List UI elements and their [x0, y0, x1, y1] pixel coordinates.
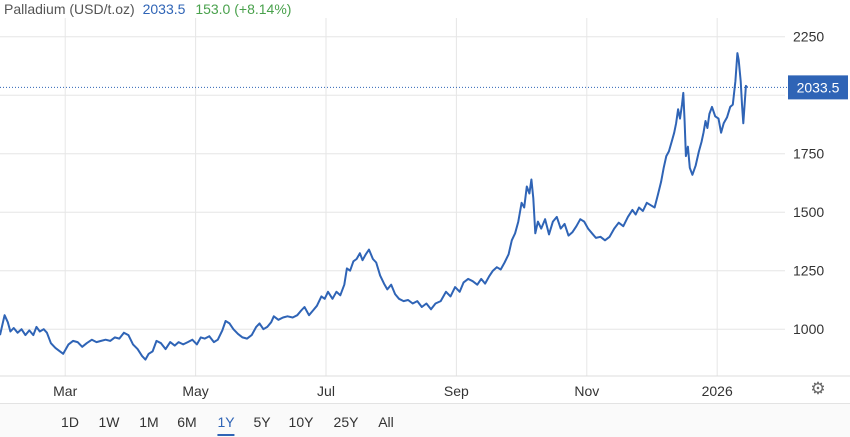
timeframe-1d[interactable]: 1D	[61, 414, 79, 430]
price-series-line	[0, 52, 748, 361]
y-tick-label: 1500	[793, 204, 824, 220]
y-tick-label: 1750	[793, 146, 824, 162]
timeframe-25y[interactable]: 25Y	[333, 414, 359, 430]
price-change: 153.0 (+8.14%)	[195, 1, 292, 17]
last-price-badge-label: 2033.5	[797, 79, 840, 95]
last-price: 2033.5	[142, 1, 186, 17]
y-tick-label: 1250	[793, 263, 824, 279]
timeframe-5y[interactable]: 5Y	[253, 414, 271, 430]
timeframe-10y[interactable]: 10Y	[288, 414, 314, 430]
y-tick-label: 2250	[793, 29, 824, 45]
timeframe-all[interactable]: All	[378, 414, 394, 430]
x-tick-label: Jul	[317, 383, 335, 399]
last-price-badge	[788, 75, 848, 100]
chart-header: Palladium (USD/t.oz) 2033.5 153.0 (+8.14…	[4, 1, 291, 17]
gear-icon[interactable]: ⚙	[810, 379, 826, 398]
timeframe-1w[interactable]: 1W	[98, 414, 120, 430]
timeframe-1y[interactable]: 1Y	[217, 414, 235, 436]
timeframe-6m[interactable]: 6M	[177, 414, 197, 430]
price-chart[interactable]: 1000 1250 1500 1750 2250 Mar May Jul Sep Nov 2026 2…	[0, 0, 850, 403]
x-tick-label: Sep	[444, 383, 469, 399]
x-tick-label: 2026	[702, 383, 733, 399]
y-tick-label: 1000	[793, 321, 824, 337]
x-tick-label: May	[182, 383, 208, 399]
x-tick-label: Mar	[53, 383, 77, 399]
instrument-title: Palladium (USD/t.oz)	[4, 1, 135, 17]
x-tick-label: Nov	[574, 383, 599, 399]
timeframe-selector: 1D 1W 1M 6M 1Y 5Y 10Y 25Y All	[0, 403, 850, 437]
timeframe-1m[interactable]: 1M	[139, 414, 159, 430]
